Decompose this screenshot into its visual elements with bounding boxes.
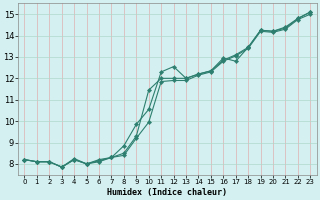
X-axis label: Humidex (Indice chaleur): Humidex (Indice chaleur) [108,188,228,197]
